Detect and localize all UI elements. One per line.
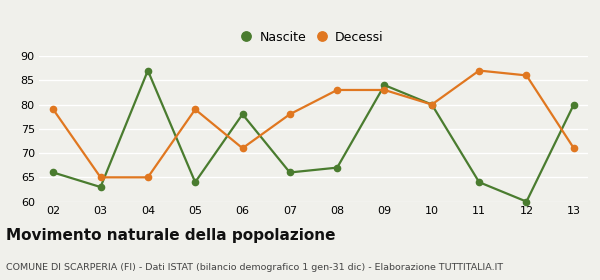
Decessi	[476, 69, 483, 72]
Line: Decessi: Decessi	[50, 67, 577, 180]
Decessi	[428, 103, 436, 106]
Nascite	[381, 83, 388, 87]
Nascite	[144, 69, 151, 72]
Nascite	[428, 103, 436, 106]
Nascite	[50, 171, 57, 174]
Nascite	[523, 200, 530, 203]
Line: Nascite: Nascite	[50, 67, 577, 205]
Decessi	[286, 113, 293, 116]
Nascite	[286, 171, 293, 174]
Decessi	[144, 176, 151, 179]
Decessi	[570, 146, 577, 150]
Nascite	[239, 113, 246, 116]
Nascite	[334, 166, 341, 169]
Decessi	[50, 108, 57, 111]
Text: COMUNE DI SCARPERIA (FI) - Dati ISTAT (bilancio demografico 1 gen-31 dic) - Elab: COMUNE DI SCARPERIA (FI) - Dati ISTAT (b…	[6, 263, 503, 272]
Decessi	[239, 146, 246, 150]
Nascite	[476, 181, 483, 184]
Decessi	[381, 88, 388, 92]
Legend: Nascite, Decessi: Nascite, Decessi	[244, 30, 383, 44]
Decessi	[97, 176, 104, 179]
Nascite	[97, 185, 104, 189]
Decessi	[523, 74, 530, 77]
Decessi	[334, 88, 341, 92]
Text: Movimento naturale della popolazione: Movimento naturale della popolazione	[6, 228, 335, 243]
Nascite	[191, 181, 199, 184]
Decessi	[191, 108, 199, 111]
Nascite	[570, 103, 577, 106]
